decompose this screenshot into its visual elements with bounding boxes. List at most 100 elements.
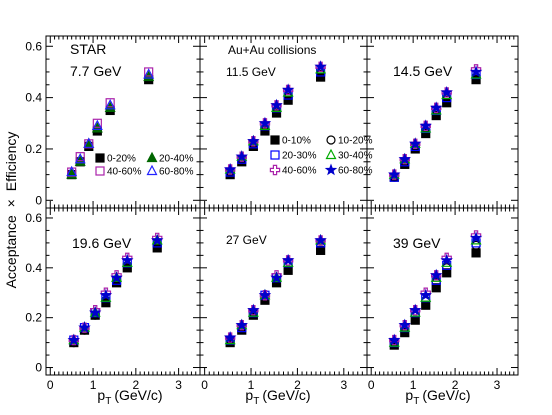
y-tick-label: 0.4: [25, 261, 42, 275]
y-tick-label: 0.2: [25, 311, 42, 325]
data-point: [105, 98, 115, 108]
data-point: [271, 108, 282, 118]
panel-label: STAR: [70, 41, 106, 57]
data-point: [144, 67, 154, 77]
legend-label: 40-60%: [282, 166, 317, 177]
data-point: [409, 303, 422, 316]
data-point: [281, 253, 295, 266]
data-point: [258, 116, 272, 129]
data-point: [409, 137, 422, 150]
data-point: [398, 152, 411, 165]
data-point: [88, 306, 102, 318]
y-tick-label: 0.6: [25, 211, 42, 225]
data-point: [122, 263, 132, 273]
y-axis-label-part-3: Efficiency: [3, 132, 19, 192]
data-point: [110, 271, 123, 284]
panel-frame: [366, 207, 519, 376]
x-tick-label: 0: [47, 378, 54, 392]
data-point: [143, 68, 155, 79]
data-point: [419, 119, 432, 132]
y-tick-label: 0.2: [25, 142, 42, 156]
data-point: [471, 248, 481, 258]
data-point: [247, 303, 260, 316]
x-tick-label: 3: [494, 378, 501, 392]
data-point: [400, 328, 410, 338]
data-point: [388, 333, 401, 346]
data-point: [92, 118, 102, 128]
legend-2: 0-10% 10-20% 20-30% 30-40% 40-60% 60-80%: [269, 135, 373, 177]
x-tick-label: 3: [340, 378, 347, 392]
panel-6: 0 1 2 3 39 GeV: [366, 207, 519, 392]
panel-3: 14.5 GeV: [366, 35, 519, 209]
legend-label: 60-80%: [159, 167, 194, 178]
x-tick-label: 1: [248, 378, 255, 392]
data-point: [91, 119, 103, 130]
data-point: [421, 128, 431, 139]
y-tick-label: 0: [35, 193, 42, 207]
data-point: [101, 298, 111, 308]
data-point: [258, 288, 272, 301]
panels: 0 0.2 0.4 0.6 STAR 7.7 GeV Au+Au collisions 11.…: [25, 35, 519, 392]
data-point: [223, 331, 237, 343]
series-60-80%: [223, 60, 327, 175]
x-tick-label: 1: [410, 378, 417, 392]
panel-label: Au+Au collisions: [228, 43, 316, 57]
x-tick-label: 2: [132, 378, 139, 392]
y-axis-label-part-2: ×: [3, 199, 19, 207]
data-point: [388, 168, 401, 180]
x-tick-label: 0: [368, 378, 375, 392]
legend-label: 20-30%: [282, 151, 317, 162]
legend-marker: [325, 148, 337, 160]
panel-2: Au+Au collisions 11.5 GeV: [199, 35, 368, 209]
x-tick-label: 0: [201, 378, 208, 392]
data-point: [66, 165, 78, 177]
panel-4: 0 0.2 0.4 0.6 0 1 2 3 19.6 GeV: [25, 207, 201, 392]
data-point: [440, 253, 453, 266]
panel-frame: [199, 35, 368, 209]
legend-marker: [326, 135, 336, 145]
x-axis-label: pT (GeV/c): [405, 387, 470, 407]
legend-marker: [95, 166, 105, 176]
x-tick-label: 3: [175, 378, 182, 392]
legend-marker: [324, 163, 338, 176]
data-point: [74, 152, 86, 164]
data-point: [314, 60, 327, 73]
x-axis-label: pT (GeV/c): [97, 387, 162, 407]
panel-label: 14.5 GeV: [393, 63, 453, 79]
data-point: [440, 85, 453, 98]
data-point: [78, 321, 91, 333]
legend-marker: [270, 135, 280, 145]
series-60-80%: [223, 233, 327, 343]
data-point: [471, 75, 481, 85]
data-point: [75, 152, 85, 162]
data-point: [281, 83, 295, 96]
x-axis-labels: pT (GeV/c) pT (GeV/c) pT (GeV/c): [97, 387, 470, 407]
panel-label: 7.7 GeV: [70, 63, 122, 79]
series-60-80%: [67, 233, 164, 346]
x-axis-label: pT (GeV/c): [245, 387, 310, 407]
legend-label: 40-60%: [107, 167, 142, 178]
data-point: [314, 233, 327, 246]
data-point: [235, 150, 248, 162]
x-tick-label: 2: [452, 378, 459, 392]
data-point: [429, 268, 443, 281]
y-tick-label: 0: [35, 361, 42, 375]
legend-label: 60-80%: [338, 166, 373, 177]
y-tick-label: 0.6: [25, 39, 42, 53]
data-point: [247, 134, 260, 147]
x-tick-label: 1: [90, 378, 97, 392]
panel-5: 0 1 2 3 27 GeV: [199, 207, 368, 392]
panel-label: 11.5 GeV: [226, 65, 276, 79]
data-point: [469, 65, 483, 78]
legend-marker: [146, 164, 158, 176]
panel-label: 27 GeV: [226, 233, 267, 247]
data-point: [99, 288, 113, 301]
data-point: [431, 110, 441, 121]
data-point: [469, 231, 483, 244]
legend-label: 30-40%: [338, 151, 373, 162]
data-point: [151, 233, 164, 246]
data-point: [235, 318, 248, 331]
data-point: [260, 126, 270, 136]
data-point: [83, 137, 95, 148]
